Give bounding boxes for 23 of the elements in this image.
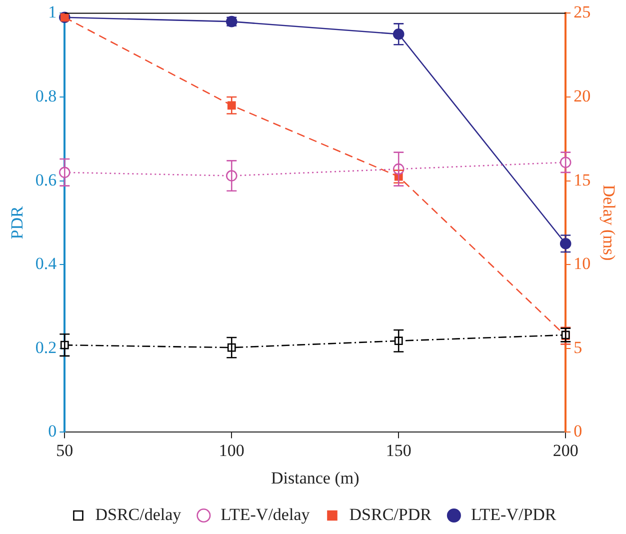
legend-label: DSRC/delay xyxy=(95,504,182,524)
y-tick-label: 0.6 xyxy=(35,170,57,190)
y-tick-label: 0 xyxy=(48,422,57,441)
x-tick-label: 50 xyxy=(56,440,74,460)
y2-tick-label: 25 xyxy=(574,2,591,22)
x-tick-label: 150 xyxy=(386,440,412,460)
y2-axis-title: Delay (ms) xyxy=(599,184,618,261)
y2-tick-label: 0 xyxy=(574,422,582,441)
y2-tick-label: 10 xyxy=(574,254,591,274)
y2-tick-label: 20 xyxy=(574,86,591,106)
y2-tick-label: 15 xyxy=(574,170,591,190)
legend-label: DSRC/PDR xyxy=(349,504,432,524)
legend-label: LTE-V/delay xyxy=(220,504,310,524)
x-tick-label: 100 xyxy=(218,440,244,460)
x-axis-title: Distance (m) xyxy=(270,468,360,488)
x-tick-label: 200 xyxy=(552,440,578,460)
y-tick-label: 0.8 xyxy=(35,86,57,106)
y-axis-title: PDR xyxy=(8,206,27,240)
y-tick-label: 1 xyxy=(48,2,57,22)
y2-tick-label: 5 xyxy=(574,338,582,357)
y-tick-label: 0.2 xyxy=(35,338,57,357)
legend-label: LTE-V/PDR xyxy=(470,504,557,524)
y-tick-label: 0.4 xyxy=(35,254,58,274)
